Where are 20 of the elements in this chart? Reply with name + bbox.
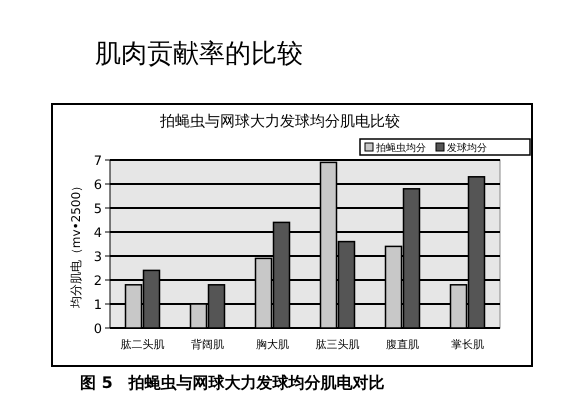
x-tick-label: 肱三头肌 [316,338,360,351]
y-tick-label: 2 [94,274,102,289]
y-axis-title: 均分肌电（mv•2500） [69,180,83,310]
x-tick-label: 掌长肌 [451,338,484,351]
x-tick-label: 肱二头肌 [120,338,164,351]
y-tick-label: 0 [94,322,102,337]
legend-label: 发球均分 [447,142,487,154]
x-tick-label: 胸大肌 [256,338,289,351]
caption: 图 5 拍蝇虫与网球大力发球均分肌电对比 [80,373,385,392]
y-tick-label: 6 [94,178,102,193]
chart-title: 肌肉贡献率的比较 [95,39,303,69]
legend-label: 拍蝇虫均分 [375,142,426,154]
y-tick-label: 1 [94,298,102,313]
x-tick-label: 背阔肌 [191,338,224,351]
x-tick-label: 腹直肌 [386,338,419,351]
y-tick-label: 4 [94,226,102,241]
y-tick-label: 3 [94,250,102,265]
y-tick-label: 5 [94,202,102,217]
chart-subtitle: 拍蝇虫与网球大力发球均分肌电比较 [159,112,400,130]
y-tick-label: 7 [94,154,102,169]
